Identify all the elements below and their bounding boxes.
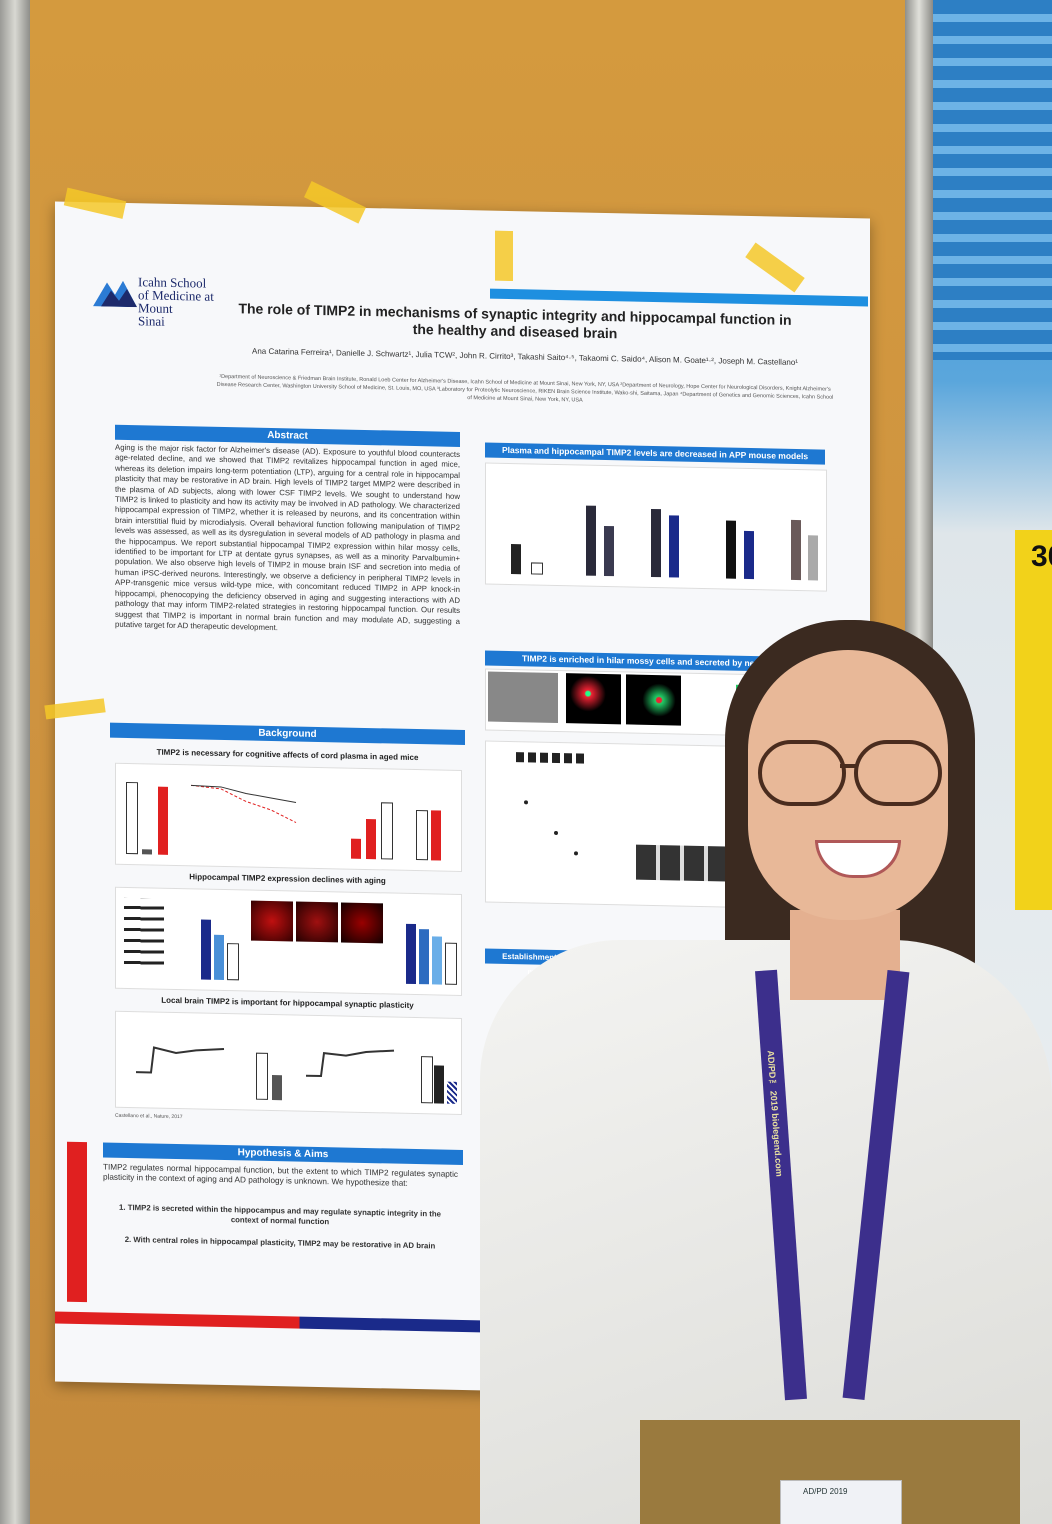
booth-sign: 30 <box>1015 530 1052 910</box>
presenter: AD/PD™ 2019 biolegend.com AD/PD 2019 <box>480 610 1052 1524</box>
figure-secretion <box>485 740 747 908</box>
chart-bar <box>808 535 818 581</box>
background-citation: Castellano et al., Nature, 2017 <box>115 1112 183 1121</box>
hypothesis-intro: TIMP2 regulates normal hippocampal funct… <box>103 1162 458 1189</box>
logo-text: Icahn School of Medicine at Mount Sinai <box>138 274 214 329</box>
ceiling-stripes <box>933 0 1052 360</box>
line-plot <box>191 784 297 823</box>
chart-bar <box>651 508 661 578</box>
chart-bar <box>227 943 239 981</box>
abstract-text: Aging is the major risk factor for Alzhe… <box>115 442 460 633</box>
chart-bar <box>447 1081 457 1104</box>
figure-plasma <box>485 462 827 592</box>
chart-bar <box>419 929 429 985</box>
chart-bar <box>445 942 457 985</box>
chart-bar <box>256 1052 268 1100</box>
chart-bar <box>586 505 596 576</box>
aim-1: 1. TIMP2 is secreted within the hippocam… <box>119 1202 441 1227</box>
red-side-band <box>67 1141 87 1303</box>
tape <box>495 230 513 282</box>
mount-sinai-logo: Icahn School of Medicine at Mount Sinai <box>93 274 233 337</box>
ltp-trace <box>306 1049 395 1078</box>
western-blot <box>124 897 164 969</box>
chart-bar <box>142 849 152 855</box>
chart-bar <box>669 515 679 578</box>
background-subhead-3: Local brain TIMP2 is important for hippo… <box>161 995 414 1010</box>
chart-bar <box>126 781 138 855</box>
chart-bar <box>214 934 224 981</box>
chart-bar <box>406 923 416 985</box>
title-accent-bar <box>490 288 868 307</box>
background-subhead-1: TIMP2 is necessary for cognitive affects… <box>156 747 419 763</box>
mountain-logo-icon <box>93 280 137 308</box>
chart-bar <box>421 1056 433 1104</box>
chart-bar <box>434 1065 444 1104</box>
chart-bar <box>416 810 428 861</box>
micrograph <box>341 902 383 944</box>
background-subhead-2: Hippocampal TIMP2 expression declines wi… <box>189 872 386 886</box>
name-badge: AD/PD 2019 <box>780 1480 902 1524</box>
chart-bar <box>744 530 754 580</box>
poster: Icahn School of Medicine at Mount Sinai … <box>44 181 870 1399</box>
figure-plasticity <box>115 1010 462 1115</box>
chart-bar <box>791 519 801 581</box>
micrograph <box>296 901 338 943</box>
chart-bar <box>366 818 376 860</box>
chart-bar <box>604 525 614 577</box>
chart-bar <box>432 936 442 985</box>
chart-bar <box>351 838 361 859</box>
figure-aging <box>115 886 462 996</box>
chart-bar <box>381 802 393 860</box>
tape <box>745 242 805 293</box>
chart-bar <box>531 562 543 575</box>
neck <box>790 910 900 1000</box>
poster-affiliations: ¹Department of Neuroscience & Friedman B… <box>216 373 834 404</box>
aim-2: 2. With central roles in hippocampal pla… <box>124 1234 436 1251</box>
poster-title: The role of TIMP2 in mechanisms of synap… <box>238 300 792 342</box>
left-pole <box>0 0 30 1524</box>
plasma-heading: Plasma and hippocampal TIMP2 levels are … <box>485 442 825 465</box>
chart-bar <box>431 810 441 861</box>
micrograph <box>251 900 293 942</box>
figure-cord-plasma <box>115 762 462 872</box>
scatter-plot <box>524 800 578 856</box>
chart-bar <box>158 786 168 855</box>
chart-bar <box>511 544 521 575</box>
glasses-icon <box>758 740 942 806</box>
poster-authors: Ana Catarina Ferreira¹, Danielle J. Schw… <box>252 346 798 368</box>
hypothesis-heading: Hypothesis & Aims <box>103 1142 463 1166</box>
chart-bar <box>272 1075 282 1101</box>
chart-bar <box>726 520 736 579</box>
ltp-trace <box>136 1046 225 1074</box>
chart-bar <box>201 919 211 980</box>
